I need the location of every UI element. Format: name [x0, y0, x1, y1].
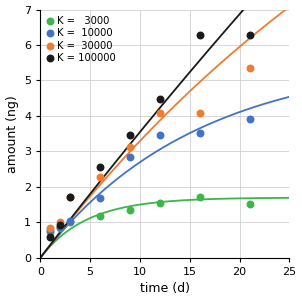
K =   3000	[127, 208, 132, 213]
K =  10000	[48, 228, 53, 233]
K =  10000	[127, 154, 132, 159]
K = 100000	[157, 97, 162, 101]
K =   3000	[58, 225, 63, 230]
K =   3000	[247, 202, 252, 206]
K = 100000	[98, 165, 102, 170]
K =  30000	[58, 220, 63, 225]
K = 100000	[247, 33, 252, 38]
K = 100000	[48, 235, 53, 240]
Y-axis label: amount (ng): amount (ng)	[5, 95, 18, 172]
X-axis label: time (d): time (d)	[140, 282, 190, 296]
K = 100000	[127, 133, 132, 138]
K =   3000	[197, 194, 202, 199]
K = 100000	[197, 33, 202, 38]
K =  30000	[48, 225, 53, 230]
K =  30000	[197, 111, 202, 116]
K = 100000	[68, 194, 72, 199]
K =   3000	[98, 214, 102, 219]
K =   3000	[48, 230, 53, 235]
K =  30000	[68, 194, 72, 199]
K =  30000	[127, 145, 132, 150]
Legend: K =   3000, K =  10000, K =  30000, K = 100000: K = 3000, K = 10000, K = 30000, K = 1000…	[45, 14, 117, 64]
K =  10000	[98, 196, 102, 201]
K =  10000	[197, 131, 202, 135]
K =   3000	[157, 200, 162, 205]
K = 100000	[58, 223, 63, 228]
K =  10000	[157, 133, 162, 138]
K =  10000	[68, 218, 72, 223]
K =  30000	[247, 66, 252, 70]
K =  30000	[157, 111, 162, 116]
K =  10000	[58, 224, 63, 229]
K =  10000	[247, 116, 252, 121]
K =  30000	[98, 175, 102, 179]
K =   3000	[68, 220, 72, 225]
